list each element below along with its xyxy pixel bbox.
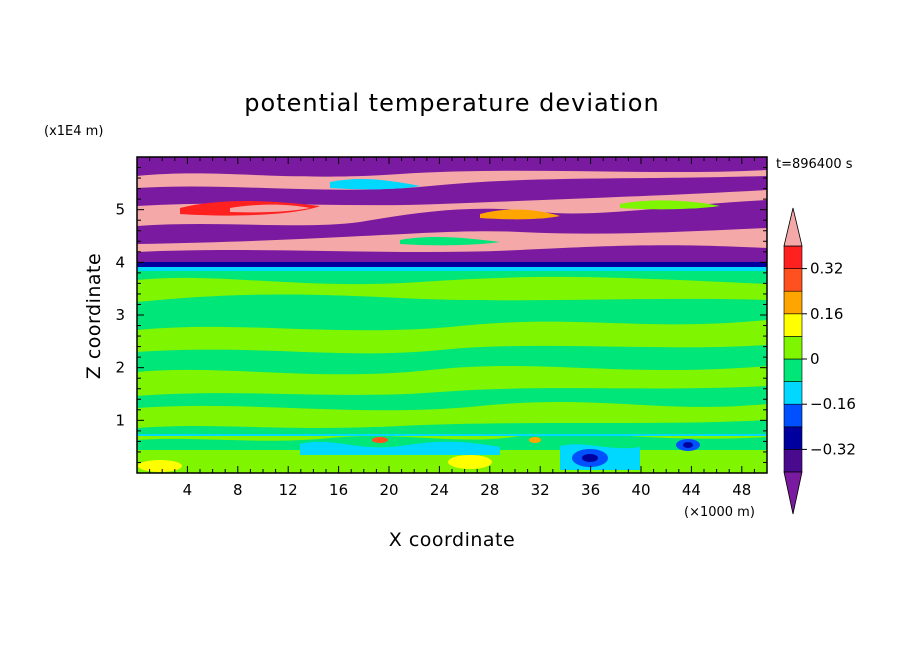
upper-cold-band <box>137 157 767 177</box>
colorbar-swatch <box>783 290 803 315</box>
colorbar-swatch <box>783 426 803 450</box>
y-tick-label: 1 <box>115 411 125 429</box>
colorbar-over-arrow <box>783 207 803 247</box>
x-tick-label: 28 <box>480 481 499 499</box>
x-axis-label: X coordinate <box>389 529 515 551</box>
colorbar-under-arrow <box>783 471 803 515</box>
y-unit-label: (x1E4 m) <box>44 124 103 139</box>
colorbar-swatch <box>783 245 803 269</box>
upper-mixed-streak <box>620 200 720 210</box>
x-tick-label: 8 <box>233 481 243 499</box>
time-label: t=896400 s <box>776 157 853 172</box>
colorbar-swatch <box>783 268 803 292</box>
x-tick-label: 48 <box>732 481 751 499</box>
colorbar-label: −0.32 <box>810 440 856 458</box>
x-unit-label: (×1000 m) <box>684 505 755 520</box>
mid-warm-band <box>137 320 767 354</box>
upper-warm-inner <box>230 204 310 213</box>
colorbar-label: 0 <box>810 350 820 368</box>
y-tick-label: 4 <box>115 253 125 271</box>
surface-warm-core <box>529 437 541 443</box>
x-tick-label: 16 <box>329 481 348 499</box>
x-tick-label: 12 <box>279 481 298 499</box>
y-tick-label: 3 <box>115 306 125 324</box>
surface-cold-core <box>582 454 598 462</box>
surface-warm-cell <box>448 455 492 469</box>
upper-cold-band <box>137 245 767 262</box>
surface-warm-cell <box>138 460 182 472</box>
x-tick-label: 4 <box>183 481 193 499</box>
upper-warm-streak <box>480 209 560 220</box>
upper-cold-band <box>137 176 767 206</box>
y-axis-label: Z coordinate <box>83 253 105 379</box>
colorbar-swatch <box>783 313 803 337</box>
x-tick-label: 20 <box>379 481 398 499</box>
colorbar-label: 0.16 <box>810 305 843 323</box>
colorbar-label: 0.32 <box>810 260 843 278</box>
x-tick-label: 40 <box>631 481 650 499</box>
upper-mixed-streak <box>400 236 500 246</box>
mid-warm-band <box>137 366 767 396</box>
plot-area <box>137 157 767 473</box>
upper-cold-streak <box>330 179 420 190</box>
x-tick-label: 24 <box>430 481 449 499</box>
colorbar-swatch <box>783 358 803 382</box>
colorbar-swatch <box>783 403 803 428</box>
colorbar-swatch <box>783 336 803 360</box>
y-tick-label: 5 <box>115 201 125 219</box>
y-ticks: 1 2 3 4 5 <box>115 167 767 463</box>
surface-warm-core <box>372 437 388 443</box>
mid-warm-band <box>137 402 767 428</box>
colorbar-swatch <box>783 381 803 405</box>
colorbar-swatch <box>783 449 803 473</box>
upper-bottom-edge <box>137 262 767 267</box>
upper-cold-band <box>137 200 767 244</box>
colorbar: 0.32 0.16 0 −0.16 −0.32 <box>783 207 856 515</box>
x-ticks: 4 8 12 16 20 24 28 32 36 40 44 48 <box>149 157 755 499</box>
surface-cold-patch <box>300 441 500 455</box>
chart-title: potential temperature deviation <box>244 89 659 117</box>
x-tick-label: 44 <box>682 481 701 499</box>
surface-band <box>137 432 767 450</box>
surface-cold-core <box>683 442 693 448</box>
mid-top-edge <box>137 266 767 271</box>
x-tick-label: 36 <box>581 481 600 499</box>
x-tick-label: 32 <box>531 481 550 499</box>
colorbar-label: −0.16 <box>810 395 856 413</box>
mid-warm-band <box>137 276 767 302</box>
y-tick-label: 2 <box>115 359 125 377</box>
